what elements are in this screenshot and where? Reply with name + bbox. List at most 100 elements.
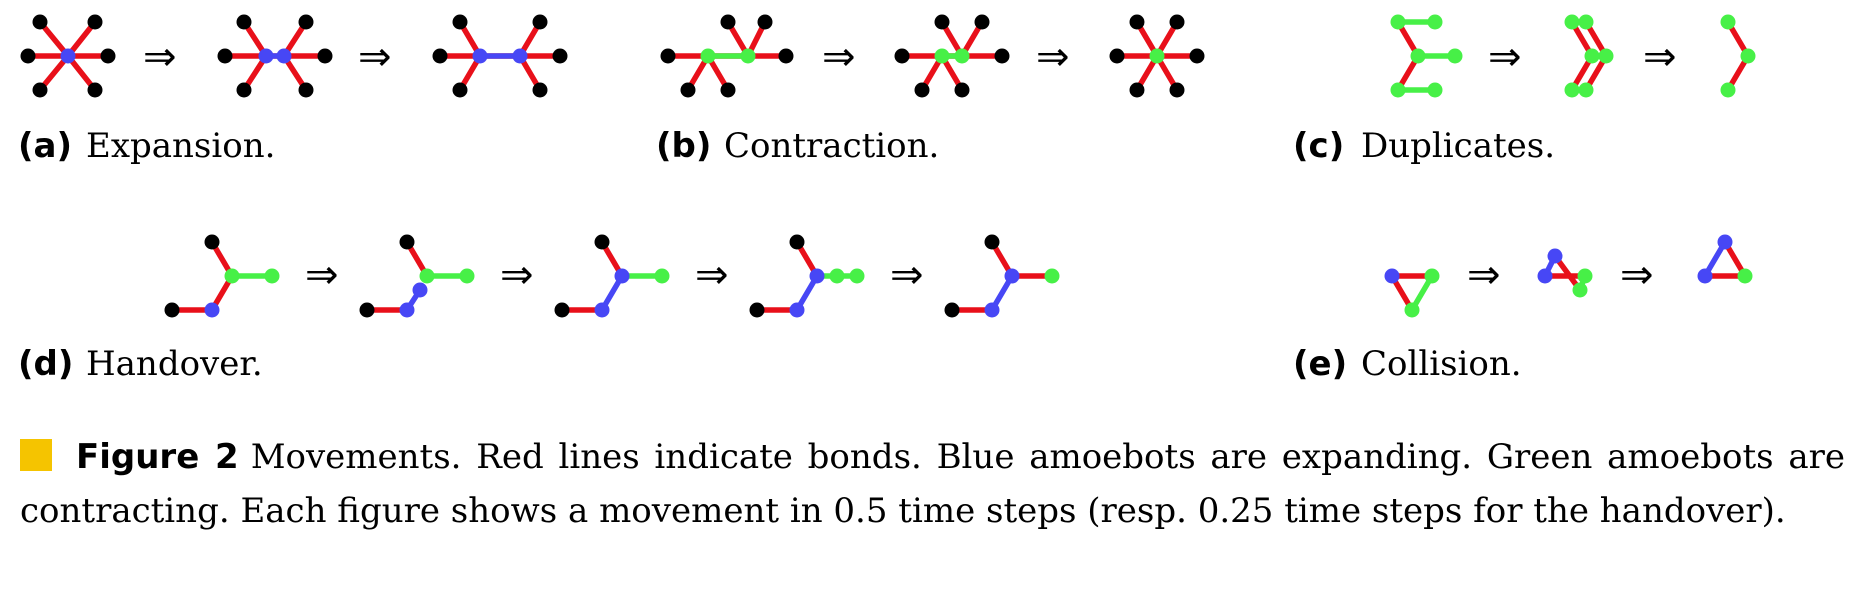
contracting-amoebot-node <box>459 268 475 284</box>
amoebot-node <box>452 14 468 30</box>
amoebot-node <box>432 48 448 64</box>
contracting-amoebot-node <box>1427 14 1443 30</box>
amoebot-node <box>236 14 252 30</box>
contracting-amoebot-node <box>224 268 240 284</box>
amoebot-node <box>594 234 610 250</box>
expanding-amoebot-node <box>276 48 292 64</box>
subfigure-tag: (a) <box>18 126 72 166</box>
amoebot-node <box>532 82 548 98</box>
diagram-c3 <box>1720 14 1756 98</box>
diagram-a2 <box>217 14 333 98</box>
amoebot-node <box>954 82 970 98</box>
contracting-amoebot-node <box>419 268 435 284</box>
amoebot-node <box>934 14 950 30</box>
diagram-a3 <box>432 14 568 98</box>
expanding-amoebot-node <box>984 302 1000 318</box>
amoebot-node <box>32 82 48 98</box>
subfigure-title: Handover. <box>86 344 263 384</box>
amoebot-node <box>749 302 765 318</box>
amoebot-node <box>399 234 415 250</box>
expanding-amoebot-node <box>1384 268 1400 284</box>
expanding-amoebot-node <box>594 302 610 318</box>
subfigure-title: Contraction. <box>724 126 939 166</box>
amoebot-node <box>87 82 103 98</box>
arrow-a1: ⇒ <box>143 34 177 80</box>
amoebot-node <box>1169 14 1185 30</box>
subfigure-title: Collision. <box>1361 344 1522 384</box>
amoebot-node <box>164 302 180 318</box>
subfigure-title: Expansion. <box>86 126 275 166</box>
expanding-amoebot-node <box>399 302 415 318</box>
arrow-d3: ⇒ <box>695 252 729 298</box>
contracting-amoebot-node <box>1720 82 1736 98</box>
subfigure-label-a: (a) Expansion. <box>18 126 275 166</box>
arrow-e1: ⇒ <box>1467 252 1501 298</box>
contracting-amoebot-node <box>1564 82 1580 98</box>
diagram-b1 <box>660 14 794 98</box>
arrow-b1: ⇒ <box>822 34 856 80</box>
amoebot-node <box>789 234 805 250</box>
contracting-amoebot-node <box>1737 268 1753 284</box>
caption-marker-icon <box>20 439 52 471</box>
expanding-amoebot-node <box>412 282 428 298</box>
contracting-amoebot-node <box>1390 82 1406 98</box>
amoebot-node <box>944 302 960 318</box>
contracting-amoebot-node <box>1404 302 1420 318</box>
arrow-d1: ⇒ <box>305 252 339 298</box>
arrow-d4: ⇒ <box>890 252 924 298</box>
arrow-c1: ⇒ <box>1488 34 1522 80</box>
amoebot-node <box>20 48 36 64</box>
contracting-amoebot-node <box>1578 82 1594 98</box>
contracting-amoebot-node <box>1410 48 1426 64</box>
subfigure-tag: (e) <box>1293 344 1347 384</box>
contracting-amoebot-node <box>1447 48 1463 64</box>
amoebot-node <box>1189 48 1205 64</box>
subfigure-tag: (c) <box>1293 126 1344 166</box>
diagram-e3 <box>1697 234 1753 284</box>
amoebot-node <box>298 82 314 98</box>
subfigure-tag: (d) <box>18 344 73 384</box>
contracting-amoebot-node <box>1584 48 1600 64</box>
diagram-a1 <box>20 14 116 98</box>
amoebot-node <box>1129 14 1145 30</box>
caption-number: Figure 2 <box>76 437 239 477</box>
amoebot-node <box>532 14 548 30</box>
diagram-e2 <box>1537 248 1593 298</box>
contracting-amoebot-node <box>1427 82 1443 98</box>
amoebot-node <box>1129 82 1145 98</box>
diagram-d2 <box>359 234 475 318</box>
arrow-b2: ⇒ <box>1036 34 1070 80</box>
expanding-amoebot-node <box>204 302 220 318</box>
amoebot-node <box>87 14 103 30</box>
amoebot-node <box>217 48 233 64</box>
amoebot-node <box>100 48 116 64</box>
arrow-e2: ⇒ <box>1620 252 1654 298</box>
amoebot-node <box>720 82 736 98</box>
subfigure-label-e: (e) Collision. <box>1293 344 1522 384</box>
amoebot-node <box>720 14 736 30</box>
movement-diagrams <box>20 14 1756 318</box>
contracting-amoebot-node <box>740 48 756 64</box>
contracting-amoebot-node <box>934 48 950 64</box>
amoebot-node <box>984 234 1000 250</box>
subfigure-title: Duplicates. <box>1361 126 1555 166</box>
contracting-amoebot-node <box>954 48 970 64</box>
diagram-e1 <box>1384 268 1440 318</box>
diagram-d1 <box>164 234 280 318</box>
diagram-b3 <box>1109 14 1205 98</box>
amoebot-node <box>359 302 375 318</box>
arrow-c2: ⇒ <box>1643 34 1677 80</box>
amoebot-node <box>298 14 314 30</box>
contracting-amoebot-node <box>1149 48 1165 64</box>
amoebot-node <box>554 302 570 318</box>
amoebot-node <box>1109 48 1125 64</box>
figure-illustration: ⇒ ⇒ ⇒ ⇒ ⇒ ⇒ ⇒ ⇒ ⇒ ⇒ ⇒ ⇒ (a) Expansion. (… <box>18 14 1756 384</box>
amoebot-node <box>317 48 333 64</box>
diagram-b2 <box>894 14 1010 98</box>
expanding-amoebot-node <box>1004 268 1020 284</box>
diagram-c2 <box>1564 14 1614 98</box>
subfigure-label-b: (b) Contraction. <box>656 126 939 166</box>
amoebot-node <box>994 48 1010 64</box>
amoebot-node <box>757 14 773 30</box>
diagram-d5 <box>944 234 1060 318</box>
